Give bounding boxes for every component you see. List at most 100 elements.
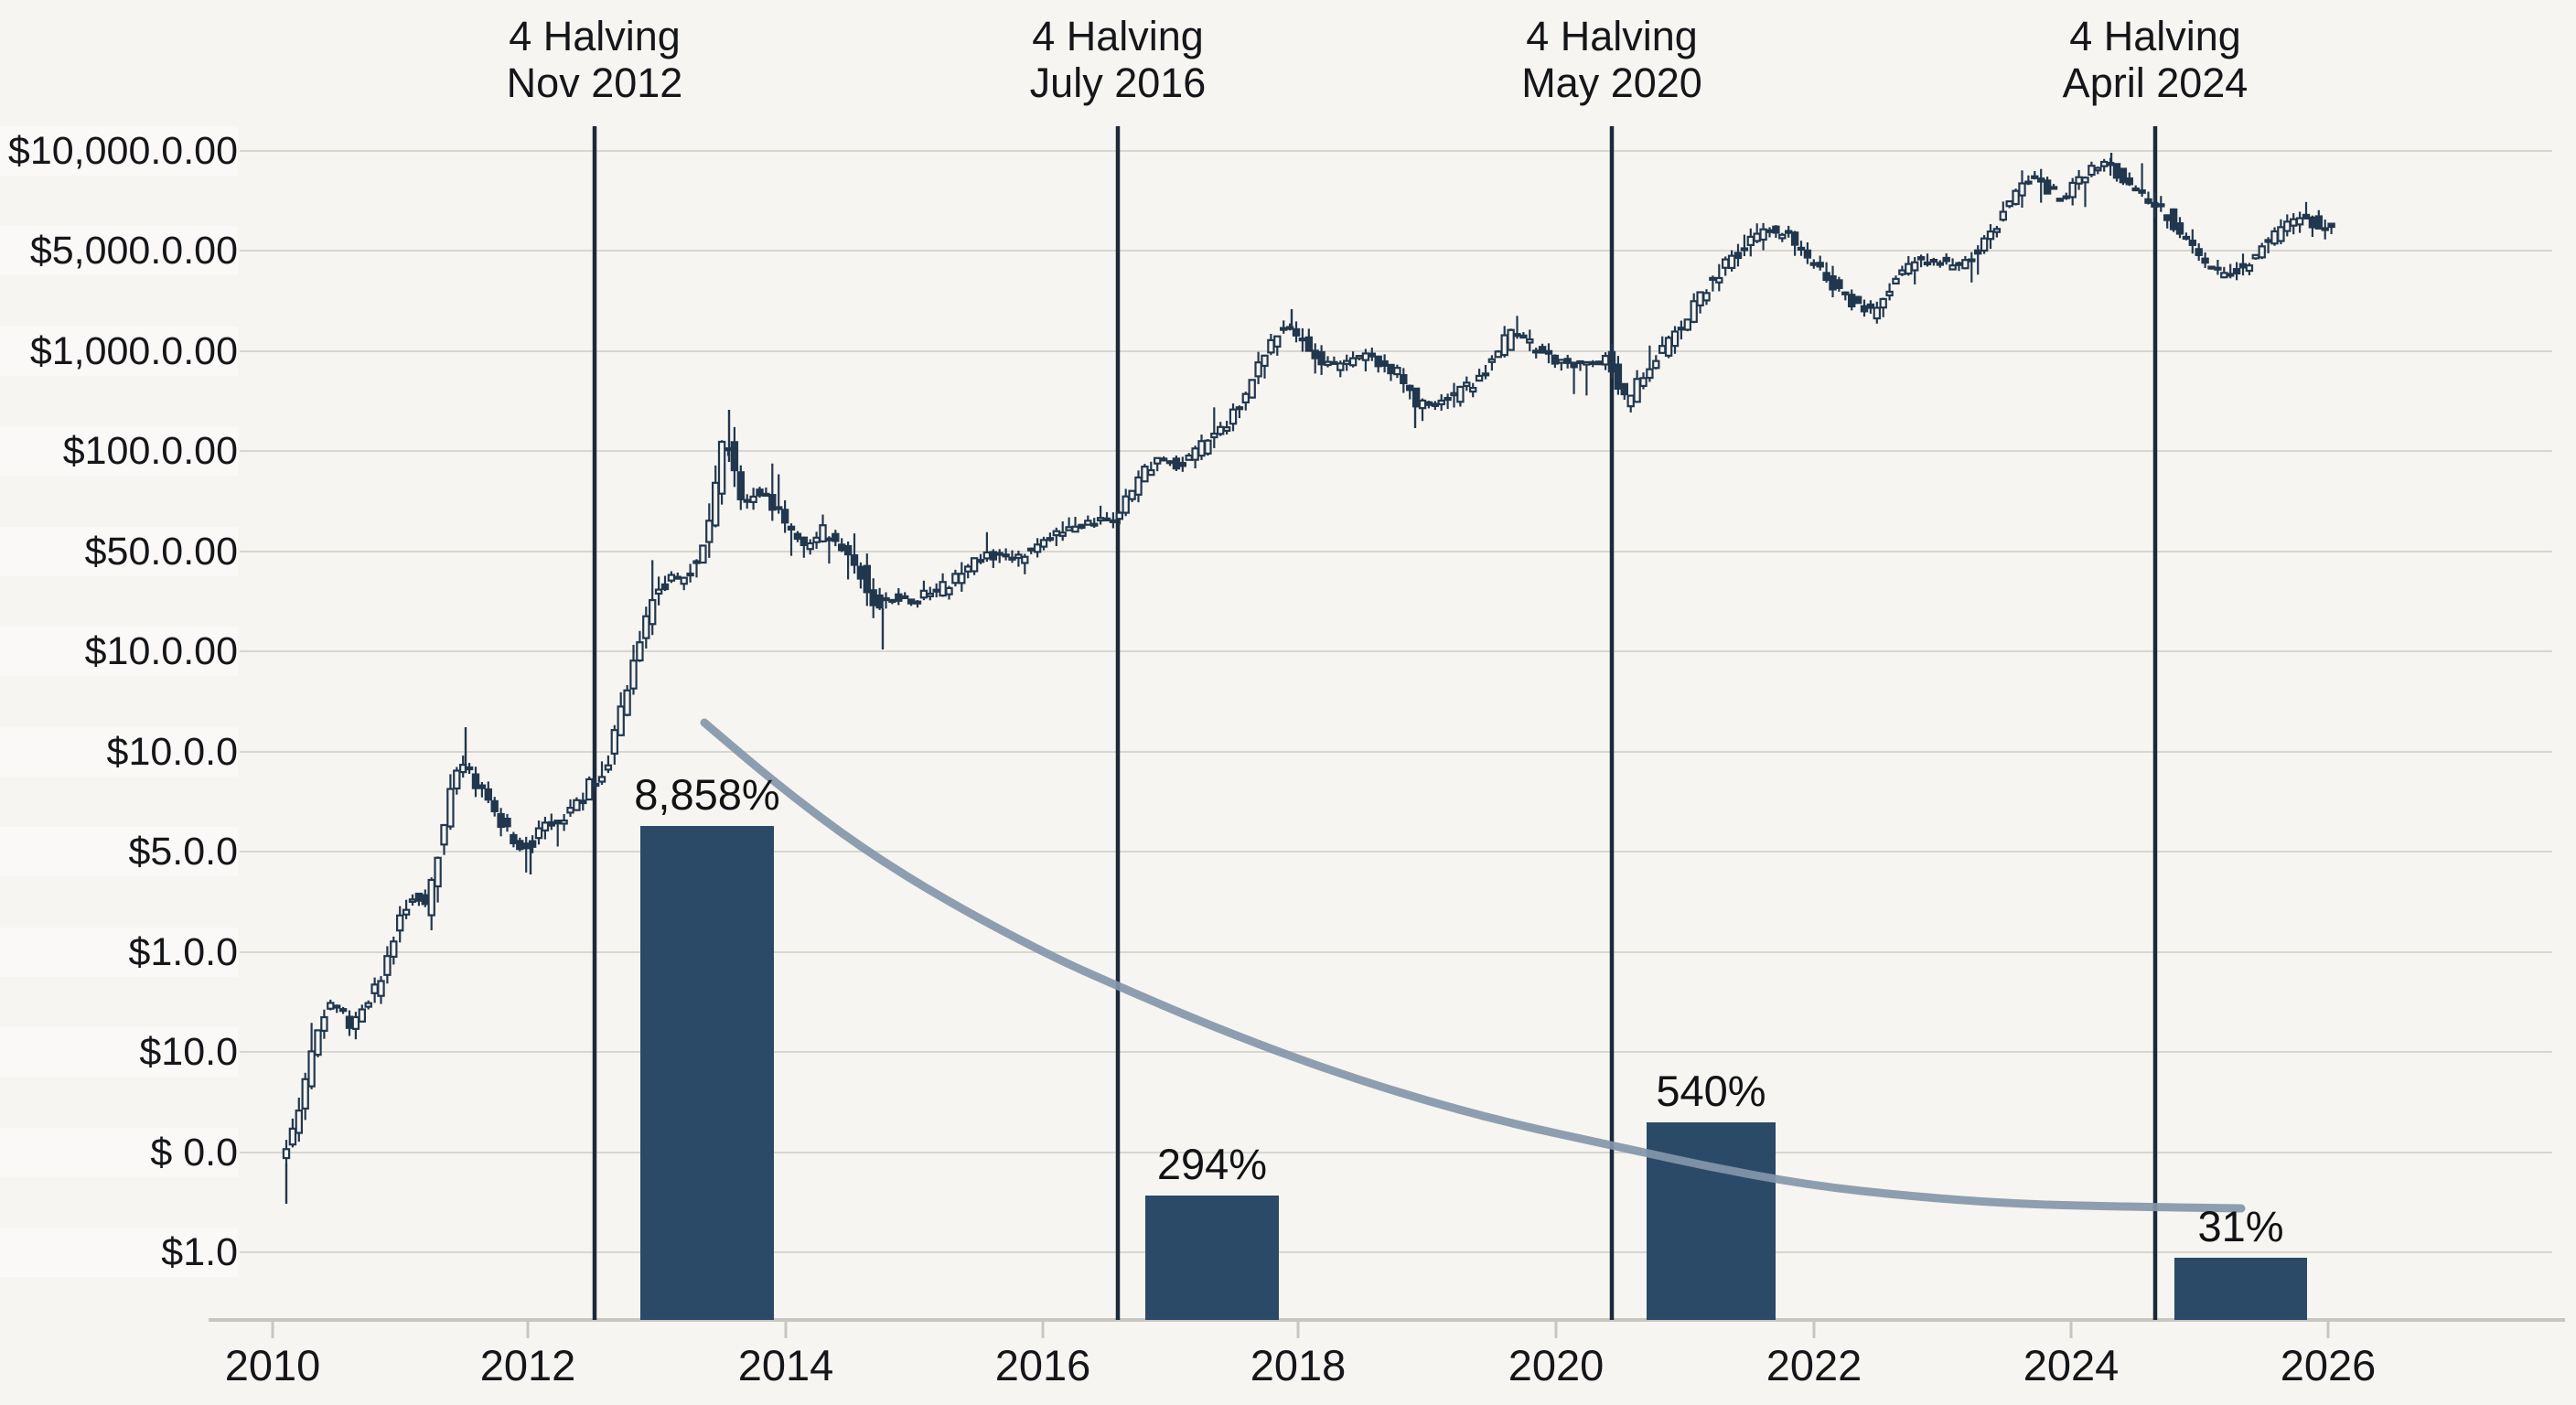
candle-body (1829, 274, 1837, 291)
candle-body (1513, 333, 1521, 338)
candle-body (364, 1002, 372, 1008)
halving-label: 4 Halving April 2024 (2063, 13, 2249, 106)
candle-body (1557, 359, 1565, 364)
candle-body (1601, 355, 1610, 366)
candle-body (1084, 520, 1092, 526)
candle-body (1544, 349, 1553, 355)
candle-body (1368, 352, 1376, 358)
candle-body (717, 440, 726, 495)
cycle-gain-bar (1145, 1196, 1279, 1320)
candle-body (1330, 360, 1338, 365)
candle-body (1178, 462, 1186, 467)
halving-label-line1: 4 Halving (1032, 13, 1204, 59)
candle-body (2227, 273, 2235, 277)
candle-body (736, 471, 746, 500)
halving-label: 4 Halving July 2016 (1030, 13, 1207, 106)
candle-body (333, 1004, 341, 1009)
candle-body (623, 689, 631, 716)
candle-body (1500, 334, 1508, 357)
candle-body (673, 575, 682, 580)
candle-body (2100, 160, 2109, 167)
x-axis-label: 2022 (1766, 1341, 1862, 1389)
candle-body (1866, 303, 1875, 309)
candle-body (1778, 233, 1787, 240)
candle-body (1279, 327, 1288, 331)
candle-body (1853, 295, 1862, 305)
candle-body (2251, 253, 2259, 260)
candle-body (471, 773, 480, 789)
candle-body (1999, 210, 2007, 221)
candle-body (1759, 228, 1767, 241)
candle-body (534, 827, 543, 840)
candle-body (2201, 257, 2209, 264)
candle-body (1873, 306, 1881, 320)
candle-body (1109, 519, 1118, 523)
candle-body (963, 565, 972, 573)
candle-body (2220, 272, 2228, 279)
candle-body (926, 592, 935, 597)
candle-body (2043, 179, 2052, 195)
candle-body (1197, 440, 1206, 457)
candle-body (1727, 254, 1736, 270)
candle-body (2245, 264, 2254, 273)
candle-body (869, 589, 877, 606)
candle-body (1526, 338, 1534, 344)
candle-body (1172, 457, 1181, 470)
candle-body (2327, 222, 2335, 229)
candle-body (390, 940, 398, 959)
candle-body (711, 481, 720, 527)
candle-body (1733, 252, 1743, 260)
candle-body (1165, 460, 1175, 465)
candle-body (1058, 531, 1067, 537)
candle-body (1216, 425, 1225, 435)
candle-body (1968, 258, 1976, 263)
candle-body (414, 892, 424, 902)
candle-body (976, 559, 985, 563)
candle-body (1721, 258, 1730, 269)
candle-body (1159, 457, 1168, 462)
x-axis-label: 2018 (1250, 1341, 1347, 1389)
x-axis-label: 2010 (224, 1341, 321, 1389)
candle-body (2055, 198, 2065, 202)
cycle-gain-value: 294% (1156, 1140, 1268, 1188)
candle-body (1911, 261, 1919, 272)
candle-body (2238, 263, 2248, 269)
candle-body (591, 782, 600, 788)
candle-body (1690, 300, 1698, 323)
candle-body (1071, 525, 1079, 533)
candle-body (2270, 230, 2279, 245)
candle-body (2232, 268, 2241, 275)
y-axis-label: $1.0 (0, 1228, 238, 1277)
candle-body (2094, 166, 2102, 172)
candle-body (1519, 334, 1528, 339)
candle-body (913, 600, 922, 605)
candle-body (453, 769, 461, 790)
candle-body (1361, 352, 1370, 361)
candle-body (989, 551, 997, 561)
halving-label-date: April 2024 (2062, 59, 2249, 106)
candle-body (1014, 553, 1023, 560)
candle-body (1816, 262, 1824, 268)
candle-body (2302, 213, 2311, 220)
candle-body (1285, 326, 1294, 330)
candle-body (2088, 165, 2096, 177)
candle-body (295, 1110, 304, 1134)
candle-body (1772, 225, 1780, 234)
candle-body (1374, 355, 1382, 368)
candle-body (427, 878, 435, 917)
y-axis-label: $10.0.0 (0, 727, 238, 777)
candle-body (528, 840, 537, 848)
candle-body (351, 1015, 360, 1030)
halving-label-date: May 2020 (1521, 59, 1702, 106)
candle-body (932, 588, 940, 593)
candle-body (282, 1148, 291, 1160)
candle-body (1683, 318, 1691, 331)
candle-body (1210, 432, 1218, 439)
candle-body (1254, 361, 1262, 378)
candle-body (2112, 163, 2121, 179)
x-axis-label: 2020 (1508, 1341, 1605, 1389)
halving-label: 4 Halving Nov 2012 (507, 13, 683, 106)
candle-body (1639, 377, 1648, 388)
candle-body (1494, 350, 1502, 359)
